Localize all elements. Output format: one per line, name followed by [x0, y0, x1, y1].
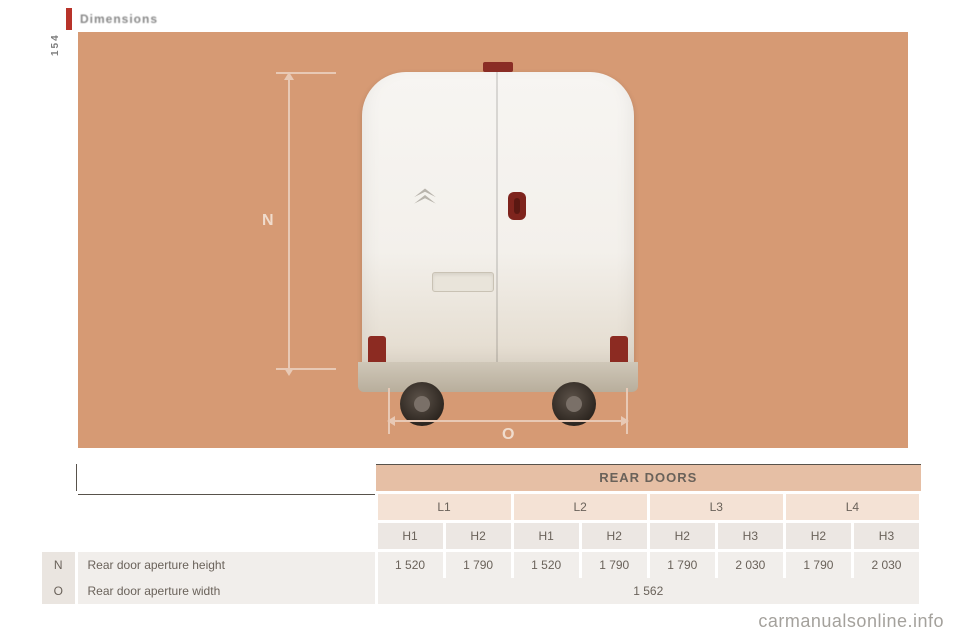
col-h: H2: [580, 522, 648, 551]
dim-label-o: O: [502, 426, 514, 444]
brake-light-icon: [483, 62, 513, 72]
section-title: Dimensions: [80, 12, 158, 26]
cell: 1 790: [580, 551, 648, 579]
col-l4: L4: [784, 493, 920, 522]
cell: 2 030: [852, 551, 920, 579]
col-h: H3: [852, 522, 920, 551]
row-code-o: O: [42, 578, 76, 604]
col-h: H2: [784, 522, 852, 551]
step-plate: [432, 272, 494, 292]
table-title: REAR DOORS: [376, 464, 921, 493]
col-h: H2: [648, 522, 716, 551]
cell: 1 790: [648, 551, 716, 579]
cell: 1 520: [376, 551, 444, 579]
dim-n-line: [288, 80, 290, 368]
vehicle-diagram: N O: [78, 32, 908, 448]
cell: 1 790: [444, 551, 512, 579]
col-h: H1: [512, 522, 580, 551]
col-h: H1: [376, 522, 444, 551]
dimensions-table: REAR DOORS L1 L2 L3 L4 H1 H2 H1 H2 H2 H3…: [42, 464, 922, 604]
col-l3: L3: [648, 493, 784, 522]
van-illustration: [338, 42, 658, 438]
cell-span: 1 562: [376, 578, 921, 604]
col-l2: L2: [512, 493, 648, 522]
row-label-o: Rear door aperture width: [76, 578, 376, 604]
door-handle-icon: [508, 192, 526, 220]
van-body: [362, 72, 634, 372]
col-h: H2: [444, 522, 512, 551]
dim-o-tick-left: [388, 388, 390, 434]
side-accent-bar: [66, 8, 72, 30]
col-h: H3: [716, 522, 784, 551]
citroen-logo-icon: [412, 182, 438, 208]
cell: 2 030: [716, 551, 784, 579]
dim-o-tick-right: [626, 388, 628, 434]
row-label-n: Rear door aperture height: [76, 551, 376, 579]
dim-o-line: [395, 420, 621, 422]
door-seam: [496, 72, 498, 372]
cell: 1 520: [512, 551, 580, 579]
row-code-n: N: [42, 551, 76, 579]
watermark: carmanualsonline.info: [758, 611, 944, 632]
cell: 1 790: [784, 551, 852, 579]
col-l1: L1: [376, 493, 512, 522]
dim-label-n: N: [262, 212, 274, 230]
rear-bumper: [358, 362, 638, 392]
page-number: 154: [50, 33, 61, 56]
